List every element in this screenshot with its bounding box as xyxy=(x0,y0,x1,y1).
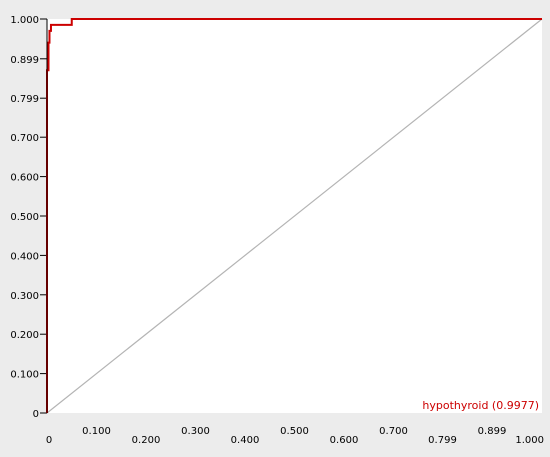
y-tick-label: 1.000 xyxy=(10,15,39,26)
x-tick-label: 0.300 xyxy=(181,426,210,437)
x-tick-label: 0.200 xyxy=(132,435,161,446)
y-tick-label: 0.300 xyxy=(10,291,39,302)
y-tick-label: 0.899 xyxy=(10,55,39,66)
legend-label: hypothyroid (0.9977) xyxy=(422,399,539,412)
x-tick-label: 0.899 xyxy=(478,426,507,437)
x-tick-label: 0.700 xyxy=(379,426,408,437)
y-tick-label: 0.100 xyxy=(10,370,39,381)
y-tick-label: 0.500 xyxy=(10,212,39,223)
diagonal-reference-line xyxy=(46,18,543,414)
y-tick-label: 0 xyxy=(33,409,39,420)
y-tick-label: 0.400 xyxy=(10,251,39,262)
x-tick-label: 0.600 xyxy=(330,435,359,446)
y-tick-label: 0.799 xyxy=(10,94,39,105)
roc-curve-line xyxy=(46,18,542,413)
x-tick-label: 0 xyxy=(46,435,52,446)
x-tick-label: 0.400 xyxy=(231,435,260,446)
y-tick-label: 0.700 xyxy=(10,133,39,144)
y-tick-label: 0.200 xyxy=(10,330,39,341)
x-tick-label: 0.100 xyxy=(82,426,111,437)
x-tick-label: 1.000 xyxy=(515,435,544,446)
x-tick-label: 0.799 xyxy=(428,435,457,446)
x-tick-label: 0.500 xyxy=(280,426,309,437)
y-tick-label: 0.600 xyxy=(10,173,39,184)
